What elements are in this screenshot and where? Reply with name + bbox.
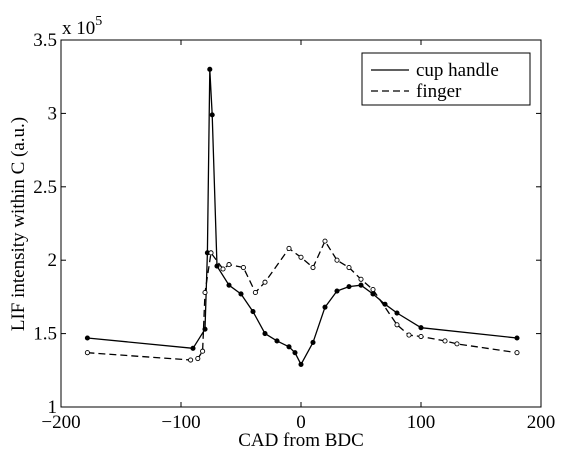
data-point-cup-handle	[418, 325, 424, 331]
data-point-cup-handle	[207, 66, 213, 72]
series-layer	[84, 66, 520, 367]
y-tick-label: 1.5	[33, 324, 57, 345]
data-point-cup-handle	[274, 338, 280, 344]
legend-label-finger: finger	[416, 81, 462, 102]
data-point-finger	[195, 356, 201, 362]
data-point-finger	[208, 250, 214, 256]
data-point-cup-handle	[262, 331, 268, 337]
data-point-finger	[200, 348, 206, 354]
x-tick-labels: −200 −100 0 100 200	[41, 412, 555, 433]
data-point-finger	[370, 287, 376, 293]
data-point-finger	[442, 338, 448, 344]
data-point-cup-handle	[310, 339, 316, 345]
data-point-cup-handle	[298, 361, 304, 367]
data-point-cup-handle	[346, 284, 352, 290]
data-point-cup-handle	[84, 335, 90, 341]
y-axis-title: LIF intensity within C (a.u.)	[8, 117, 29, 331]
data-point-finger	[226, 262, 232, 268]
y-multiplier-label: x 105	[62, 14, 102, 39]
data-point-finger	[346, 264, 352, 271]
data-point-cup-handle	[214, 263, 220, 269]
data-point-finger	[220, 266, 226, 272]
x-tick-label: 200	[527, 412, 556, 433]
data-point-finger	[240, 264, 246, 271]
data-point-finger	[84, 350, 90, 356]
data-point-finger	[252, 289, 258, 296]
data-point-finger	[334, 257, 340, 263]
data-point-finger	[322, 238, 328, 244]
data-point-cup-handle	[514, 335, 520, 341]
data-point-finger	[418, 333, 424, 340]
data-point-finger	[298, 254, 304, 260]
data-point-cup-handle	[209, 112, 215, 118]
data-point-cup-handle	[202, 326, 208, 332]
data-point-finger	[310, 264, 316, 271]
data-point-cup-handle	[250, 309, 256, 315]
data-point-cup-handle	[358, 282, 364, 288]
legend-label-cup-handle: cup handle	[416, 60, 499, 81]
y-tick-label: 3.5	[33, 30, 57, 51]
data-point-cup-handle	[286, 344, 292, 350]
data-point-finger	[262, 279, 268, 285]
data-point-finger	[454, 341, 460, 347]
data-point-finger	[358, 276, 364, 282]
data-point-finger	[188, 357, 194, 363]
y-tick-label: 2	[48, 250, 58, 271]
data-point-finger	[406, 332, 412, 338]
data-point-cup-handle	[292, 350, 298, 356]
x-tick-label: −200	[41, 412, 80, 433]
data-point-cup-handle	[334, 288, 340, 294]
x-tick-label: 100	[407, 412, 436, 433]
data-point-finger	[202, 289, 208, 296]
y-tick-label: 1	[48, 397, 58, 418]
legend-box	[361, 52, 531, 106]
x-axis-title: CAD from BDC	[238, 430, 364, 451]
data-point-finger	[286, 245, 292, 252]
data-point-finger	[394, 322, 400, 328]
data-point-finger	[514, 350, 520, 356]
legend: cup handle finger	[361, 52, 531, 106]
data-point-cup-handle	[394, 310, 400, 316]
data-point-cup-handle	[238, 291, 244, 297]
y-tick-label: 2.5	[33, 177, 57, 198]
y-tick-label: 3	[48, 103, 58, 124]
x-tick-label: 0	[296, 412, 306, 433]
data-point-cup-handle	[322, 304, 328, 310]
x-tick-label: −100	[161, 412, 200, 433]
data-point-cup-handle	[190, 345, 196, 351]
data-point-cup-handle	[226, 282, 232, 288]
plot-frame	[60, 39, 542, 408]
y-tick-labels: 1 1.5 2 2.5 3 3.5	[33, 30, 57, 418]
